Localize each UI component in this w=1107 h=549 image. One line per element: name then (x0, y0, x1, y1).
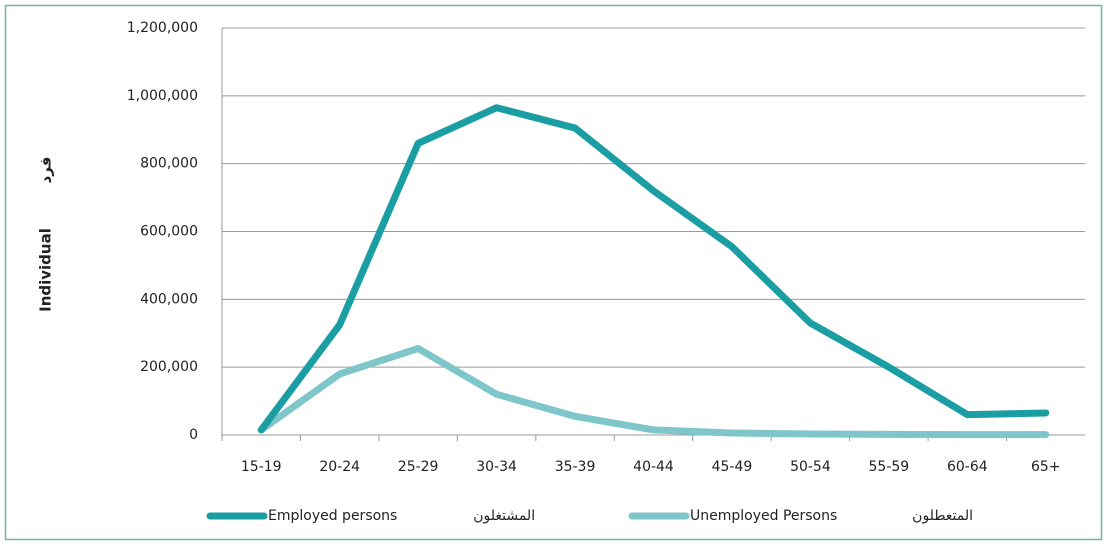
y-tick-label: 600,000 (140, 224, 198, 240)
x-tick-label: 35-39 (555, 459, 596, 475)
y-tick-label: 0 (189, 427, 198, 443)
x-tick-label: 15-19 (241, 459, 282, 475)
series-line (257, 104, 1050, 434)
y-tick-label: 1,000,000 (127, 88, 198, 104)
chart-border (4, 4, 1103, 541)
legend-label-ar: المشتغلون (473, 508, 535, 524)
y-tick-label: 1,200,000 (127, 20, 198, 36)
y-tick-label: 400,000 (140, 291, 198, 307)
y-axis-label-ar: فرد (37, 157, 55, 184)
legend-label: Unemployed Persons (690, 508, 837, 524)
legend-label-ar: المتعطلون (912, 508, 973, 524)
y-tick-label: 200,000 (140, 359, 198, 375)
x-tick-label: 25-29 (398, 459, 439, 475)
x-tick-label: 50-54 (790, 459, 831, 475)
x-tick-label: 65+ (1031, 459, 1061, 475)
x-tick-label: 45-49 (712, 459, 753, 475)
x-tick-label: 60-64 (947, 459, 988, 475)
legend-label: Employed persons (268, 508, 397, 524)
x-tick-label: 20-24 (319, 459, 360, 475)
x-tick-label: 40-44 (633, 459, 674, 475)
x-tick-label: 30-34 (476, 459, 517, 475)
y-axis-label: Individual (37, 228, 55, 312)
x-tick-label: 55-59 (869, 459, 910, 475)
y-tick-label: 800,000 (140, 156, 198, 172)
series-line (257, 345, 1050, 439)
